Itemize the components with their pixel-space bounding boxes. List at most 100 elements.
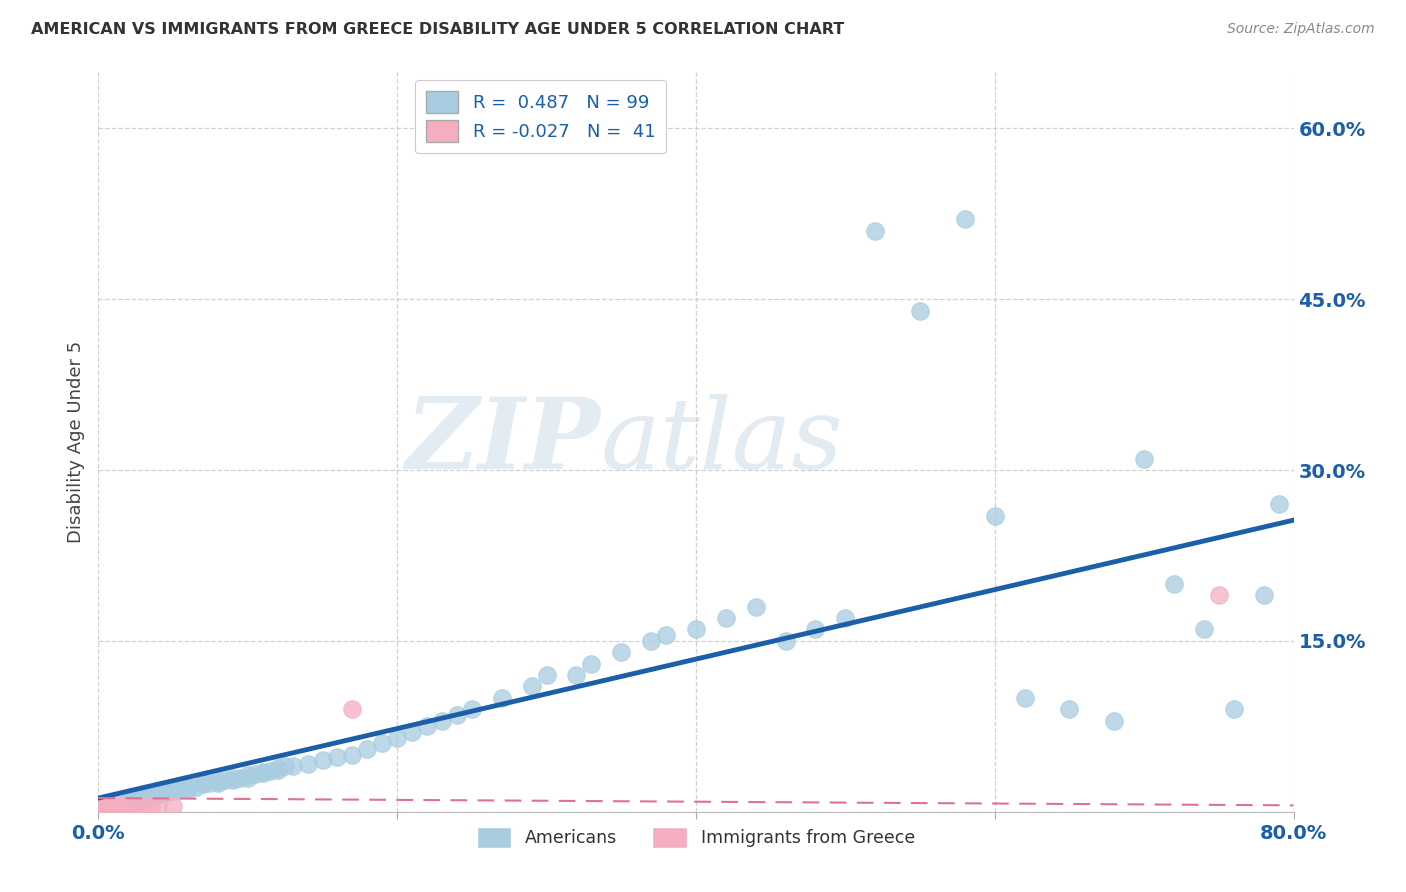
Point [162, 799, 184, 814]
Point [94, 801, 117, 815]
Point [89, 801, 111, 815]
Point [156, 785, 179, 799]
Point [97, 801, 120, 815]
Point [865, 224, 887, 238]
Point [1223, 702, 1246, 716]
Point [446, 707, 468, 722]
Point [94, 799, 117, 814]
Point [148, 788, 170, 802]
Point [103, 796, 125, 810]
Point [430, 714, 453, 728]
Point [103, 796, 125, 810]
Point [214, 772, 236, 787]
Point [110, 793, 132, 807]
Text: AMERICAN VS IMMIGRANTS FROM GREECE DISABILITY AGE UNDER 5 CORRELATION CHART: AMERICAN VS IMMIGRANTS FROM GREECE DISAB… [31, 22, 844, 37]
Point [101, 797, 124, 811]
Point [259, 764, 281, 778]
Point [114, 799, 136, 814]
Point [96, 799, 118, 814]
Point [132, 789, 155, 804]
Point [93, 801, 115, 815]
Point [105, 796, 128, 810]
Point [159, 784, 181, 798]
Point [191, 776, 214, 790]
Point [416, 719, 439, 733]
Point [1192, 623, 1215, 637]
Point [162, 784, 184, 798]
Point [207, 776, 229, 790]
Point [536, 668, 558, 682]
Text: atlas: atlas [600, 394, 844, 489]
Point [222, 772, 245, 787]
Legend: Americans, Immigrants from Greece: Americans, Immigrants from Greece [470, 820, 922, 855]
Point [91, 800, 114, 814]
Point [97, 797, 120, 812]
Point [207, 774, 229, 789]
Point [97, 797, 120, 812]
Point [93, 799, 115, 814]
Point [96, 800, 118, 814]
Point [401, 725, 423, 739]
Point [200, 776, 222, 790]
Point [101, 801, 124, 815]
Point [1104, 714, 1126, 728]
Point [655, 628, 678, 642]
Point [461, 702, 484, 716]
Point [111, 800, 134, 814]
Point [120, 793, 142, 807]
Point [98, 799, 122, 814]
Point [129, 791, 152, 805]
Point [775, 633, 797, 648]
Point [908, 303, 931, 318]
Point [93, 800, 115, 814]
Y-axis label: Disability Age Under 5: Disability Age Under 5 [66, 341, 84, 542]
Point [108, 795, 131, 809]
Point [581, 657, 603, 671]
Point [132, 799, 155, 814]
Point [1014, 690, 1036, 705]
Point [96, 801, 118, 815]
Point [356, 742, 378, 756]
Point [1208, 588, 1230, 602]
Point [103, 801, 125, 815]
Point [267, 761, 290, 775]
Point [169, 781, 191, 796]
Point [94, 799, 117, 814]
Point [252, 766, 274, 780]
Point [98, 797, 122, 811]
Point [236, 771, 259, 785]
Point [141, 789, 163, 803]
Point [610, 645, 633, 659]
Point [565, 668, 588, 682]
Point [105, 800, 128, 814]
Point [685, 623, 707, 637]
Point [162, 781, 184, 796]
Point [229, 771, 252, 785]
Point [90, 801, 112, 815]
Point [94, 800, 117, 814]
Point [112, 793, 135, 807]
Point [520, 680, 543, 694]
Point [117, 793, 139, 807]
Point [91, 799, 114, 814]
Point [97, 800, 120, 814]
Point [148, 787, 170, 801]
Point [236, 768, 259, 782]
Point [640, 633, 662, 648]
Point [834, 611, 856, 625]
Point [297, 756, 319, 771]
Point [125, 793, 148, 807]
Point [252, 764, 274, 779]
Point [132, 791, 155, 805]
Point [714, 611, 737, 625]
Point [150, 787, 173, 801]
Point [90, 800, 112, 814]
Point [804, 623, 827, 637]
Point [101, 799, 124, 814]
Point [385, 731, 409, 745]
Point [98, 801, 122, 815]
Point [371, 736, 394, 750]
Point [96, 799, 118, 814]
Text: ZIP: ZIP [405, 393, 600, 490]
Point [1059, 702, 1081, 716]
